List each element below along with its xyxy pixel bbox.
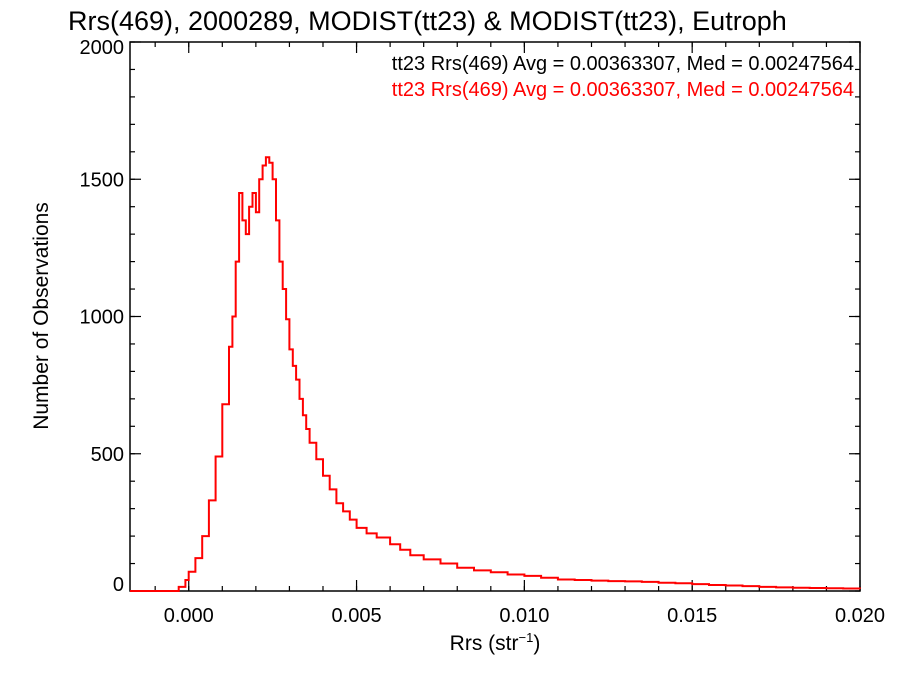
x-axis-label: Rrs (str−1) (450, 630, 541, 655)
y-tick-label: 500 (91, 444, 124, 466)
y-tick-label: 1000 (80, 307, 125, 329)
x-tick-label: 0.010 (499, 605, 549, 627)
chart-title: Rrs(469), 2000289, MODIST(tt23) & MODIST… (68, 6, 787, 36)
y-tick-label: 0 (113, 574, 124, 596)
x-tick-label: 0.000 (164, 605, 214, 627)
y-tick-label: 1500 (80, 169, 125, 191)
y-axis-label: Number of Observations (30, 202, 53, 430)
annotation-black: tt23 Rrs(469) Avg = 0.00363307, Med = 0.… (392, 53, 854, 75)
x-axis-label-close: ) (533, 632, 540, 655)
x-axis-label-main: Rrs (str (450, 632, 519, 655)
series-line (130, 156, 861, 592)
x-tick-label: 0.015 (667, 605, 717, 627)
x-tick-label: 0.020 (835, 605, 885, 627)
x-axis-label-superscript: −1 (519, 630, 534, 645)
annotation-red: tt23 Rrs(469) Avg = 0.00363307, Med = 0.… (392, 79, 854, 101)
axis-ticks (130, 41, 861, 592)
axis-tick-labels: 0.000 0.005 0.010 0.015 0.020 0 500 1000 1500 200… (80, 37, 886, 627)
x-tick-label: 0.005 (332, 605, 382, 627)
plot-frame (129, 41, 861, 592)
y-tick-label: 2000 (80, 37, 125, 59)
